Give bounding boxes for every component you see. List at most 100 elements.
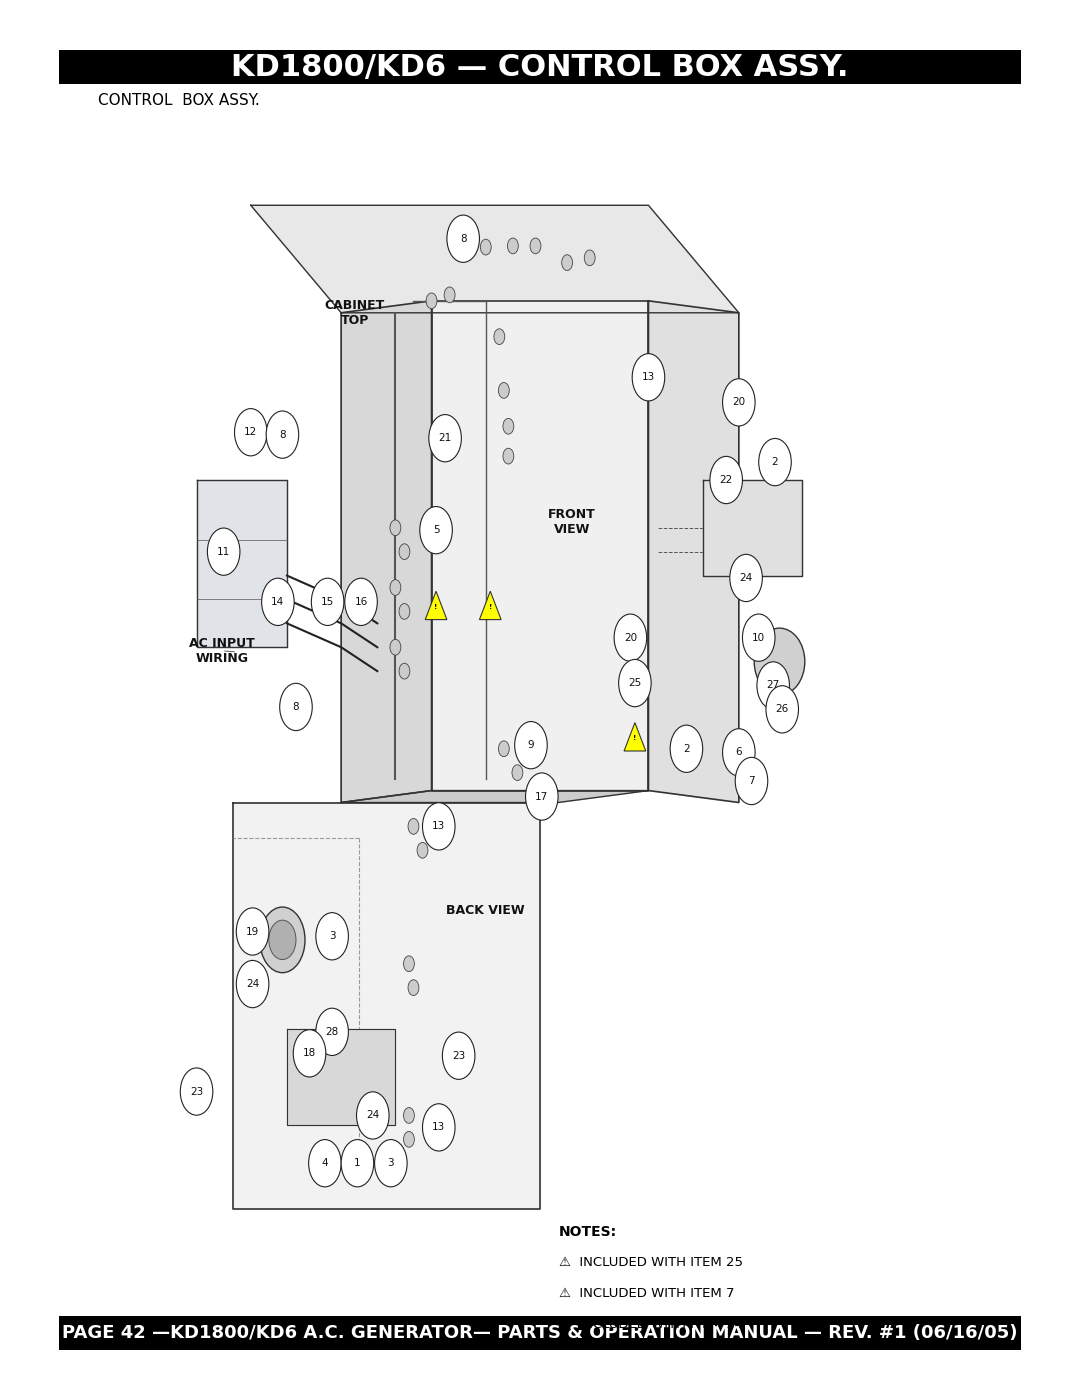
Text: 13: 13 xyxy=(642,372,656,383)
Text: 11: 11 xyxy=(217,546,230,556)
Text: 1: 1 xyxy=(354,1158,361,1168)
Circle shape xyxy=(742,615,775,661)
Circle shape xyxy=(443,1032,475,1080)
Text: 14: 14 xyxy=(271,597,284,606)
Text: 23: 23 xyxy=(453,1051,465,1060)
Circle shape xyxy=(444,286,455,303)
Circle shape xyxy=(730,555,762,602)
Circle shape xyxy=(503,418,514,434)
Circle shape xyxy=(481,239,491,256)
Circle shape xyxy=(269,921,296,960)
Circle shape xyxy=(311,578,343,626)
Text: 9: 9 xyxy=(528,740,535,750)
Circle shape xyxy=(723,379,755,426)
Circle shape xyxy=(237,960,269,1007)
Circle shape xyxy=(390,580,401,595)
Circle shape xyxy=(404,1132,415,1147)
Text: 19: 19 xyxy=(246,926,259,936)
Circle shape xyxy=(234,408,267,455)
Circle shape xyxy=(458,231,469,247)
Text: 2: 2 xyxy=(772,457,779,467)
Text: 22: 22 xyxy=(719,475,733,485)
Text: 4: 4 xyxy=(322,1158,328,1168)
Circle shape xyxy=(515,721,548,768)
Text: BACK VIEW: BACK VIEW xyxy=(446,904,525,916)
Circle shape xyxy=(356,1092,389,1139)
Text: !: ! xyxy=(633,735,636,742)
Circle shape xyxy=(526,773,558,820)
Circle shape xyxy=(404,956,415,972)
FancyBboxPatch shape xyxy=(59,50,1021,84)
Circle shape xyxy=(562,254,572,271)
Circle shape xyxy=(494,328,504,345)
Text: FRONT
VIEW: FRONT VIEW xyxy=(548,509,595,536)
Circle shape xyxy=(422,1104,455,1151)
Polygon shape xyxy=(197,481,287,647)
Circle shape xyxy=(315,912,349,960)
Text: 8: 8 xyxy=(293,701,299,712)
Polygon shape xyxy=(232,802,540,1208)
Text: 20: 20 xyxy=(624,633,637,643)
Circle shape xyxy=(399,604,409,619)
Text: AC INPUT
WIRING: AC INPUT WIRING xyxy=(189,637,255,665)
Text: 12: 12 xyxy=(244,427,257,437)
Circle shape xyxy=(422,803,455,849)
Text: 20: 20 xyxy=(732,397,745,408)
Text: 8: 8 xyxy=(279,430,286,440)
Text: ⚠  INCLUDED WITH ITEM 7: ⚠ INCLUDED WITH ITEM 7 xyxy=(559,1287,734,1301)
Polygon shape xyxy=(341,791,648,802)
Text: 24: 24 xyxy=(366,1111,379,1120)
Circle shape xyxy=(399,664,409,679)
Circle shape xyxy=(615,615,647,661)
Circle shape xyxy=(341,1140,374,1187)
Circle shape xyxy=(735,757,768,805)
Circle shape xyxy=(710,457,742,504)
Circle shape xyxy=(390,520,401,535)
Circle shape xyxy=(408,979,419,996)
Circle shape xyxy=(447,215,480,263)
Text: 3: 3 xyxy=(328,932,336,942)
Text: 23: 23 xyxy=(190,1087,203,1097)
Circle shape xyxy=(345,578,377,626)
Ellipse shape xyxy=(754,629,805,694)
Circle shape xyxy=(280,683,312,731)
FancyBboxPatch shape xyxy=(59,1316,1021,1350)
Text: ⚠  INCLUDED WITH ITEM 25: ⚠ INCLUDED WITH ITEM 25 xyxy=(559,1256,743,1270)
Circle shape xyxy=(530,237,541,254)
Circle shape xyxy=(315,1009,349,1056)
Polygon shape xyxy=(624,722,646,752)
Circle shape xyxy=(390,640,401,655)
Circle shape xyxy=(375,1140,407,1187)
Circle shape xyxy=(499,740,510,757)
Circle shape xyxy=(429,415,461,462)
Text: PAGE 42 —KD1800/KD6 A.C. GENERATOR— PARTS & OPERATION MANUAL — REV. #1 (06/16/05: PAGE 42 —KD1800/KD6 A.C. GENERATOR— PART… xyxy=(63,1324,1017,1341)
Circle shape xyxy=(503,448,514,464)
Circle shape xyxy=(632,353,664,401)
Polygon shape xyxy=(251,205,739,313)
Text: 24: 24 xyxy=(740,573,753,583)
Circle shape xyxy=(499,383,510,398)
Circle shape xyxy=(417,842,428,858)
Text: 15: 15 xyxy=(321,597,334,606)
Text: 16: 16 xyxy=(354,597,367,606)
Circle shape xyxy=(420,507,453,553)
Text: 27: 27 xyxy=(767,680,780,690)
Circle shape xyxy=(512,764,523,781)
Circle shape xyxy=(261,578,294,626)
Polygon shape xyxy=(432,300,648,791)
Circle shape xyxy=(584,250,595,265)
Text: 18: 18 xyxy=(302,1048,316,1059)
Text: 5: 5 xyxy=(433,525,440,535)
Circle shape xyxy=(619,659,651,707)
Text: 7: 7 xyxy=(748,775,755,787)
Circle shape xyxy=(294,1030,326,1077)
Circle shape xyxy=(723,729,755,775)
Text: 3: 3 xyxy=(388,1158,394,1168)
Text: 6: 6 xyxy=(735,747,742,757)
Text: 26: 26 xyxy=(775,704,788,714)
Circle shape xyxy=(309,1140,341,1187)
Text: 13: 13 xyxy=(432,821,445,831)
Text: 24: 24 xyxy=(246,979,259,989)
Text: 17: 17 xyxy=(536,792,549,802)
Text: ⚠  INCLUDED WITH ITEM 14: ⚠ INCLUDED WITH ITEM 14 xyxy=(559,1317,743,1331)
